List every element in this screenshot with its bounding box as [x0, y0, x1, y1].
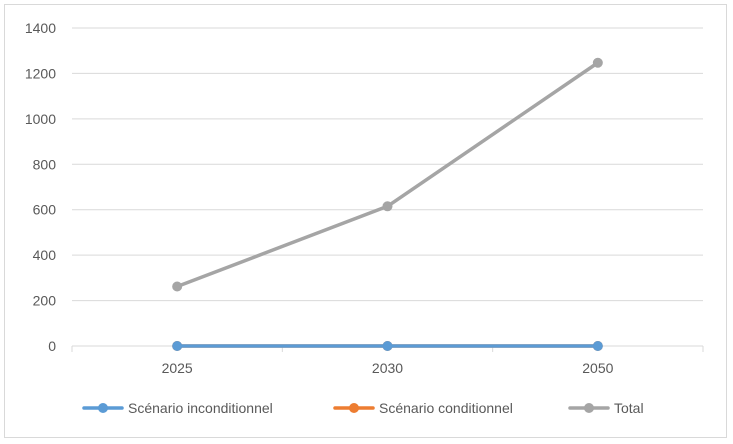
series-group	[172, 57, 603, 351]
data-point	[382, 341, 393, 351]
legend: Scénario inconditionnel Scénario conditio…	[82, 400, 644, 416]
x-tick-label: 2025	[162, 360, 193, 376]
data-point	[592, 57, 603, 68]
legend-marker	[349, 403, 359, 413]
chart-frame	[4, 4, 727, 438]
gridlines	[72, 27, 703, 347]
data-point	[592, 341, 603, 351]
y-tick-label: 600	[33, 202, 57, 218]
data-point	[382, 201, 393, 212]
x-tick-label: 2050	[582, 360, 613, 376]
y-tick-label: 1000	[25, 111, 56, 127]
legend-marker	[584, 403, 594, 413]
x-tick-label: 2030	[372, 360, 403, 376]
legend-label: Scénario conditionnel	[379, 400, 513, 416]
y-tick-label: 1200	[25, 65, 56, 81]
y-tick-label: 200	[33, 293, 57, 309]
data-point	[172, 341, 183, 351]
y-tick-label: 0	[48, 338, 56, 354]
y-tick-label: 1400	[25, 20, 56, 36]
x-axis: 2025 2030 2050	[71, 346, 704, 376]
y-tick-label: 800	[33, 156, 57, 172]
y-tick-label: 400	[33, 247, 57, 263]
legend-marker	[98, 403, 108, 413]
legend-label: Total	[614, 400, 644, 416]
legend-label: Scénario inconditionnel	[128, 400, 273, 416]
y-axis: 0 200 400 600 800 1000 1200 1400	[25, 20, 56, 354]
series-line	[175, 61, 600, 289]
data-point	[172, 281, 183, 292]
